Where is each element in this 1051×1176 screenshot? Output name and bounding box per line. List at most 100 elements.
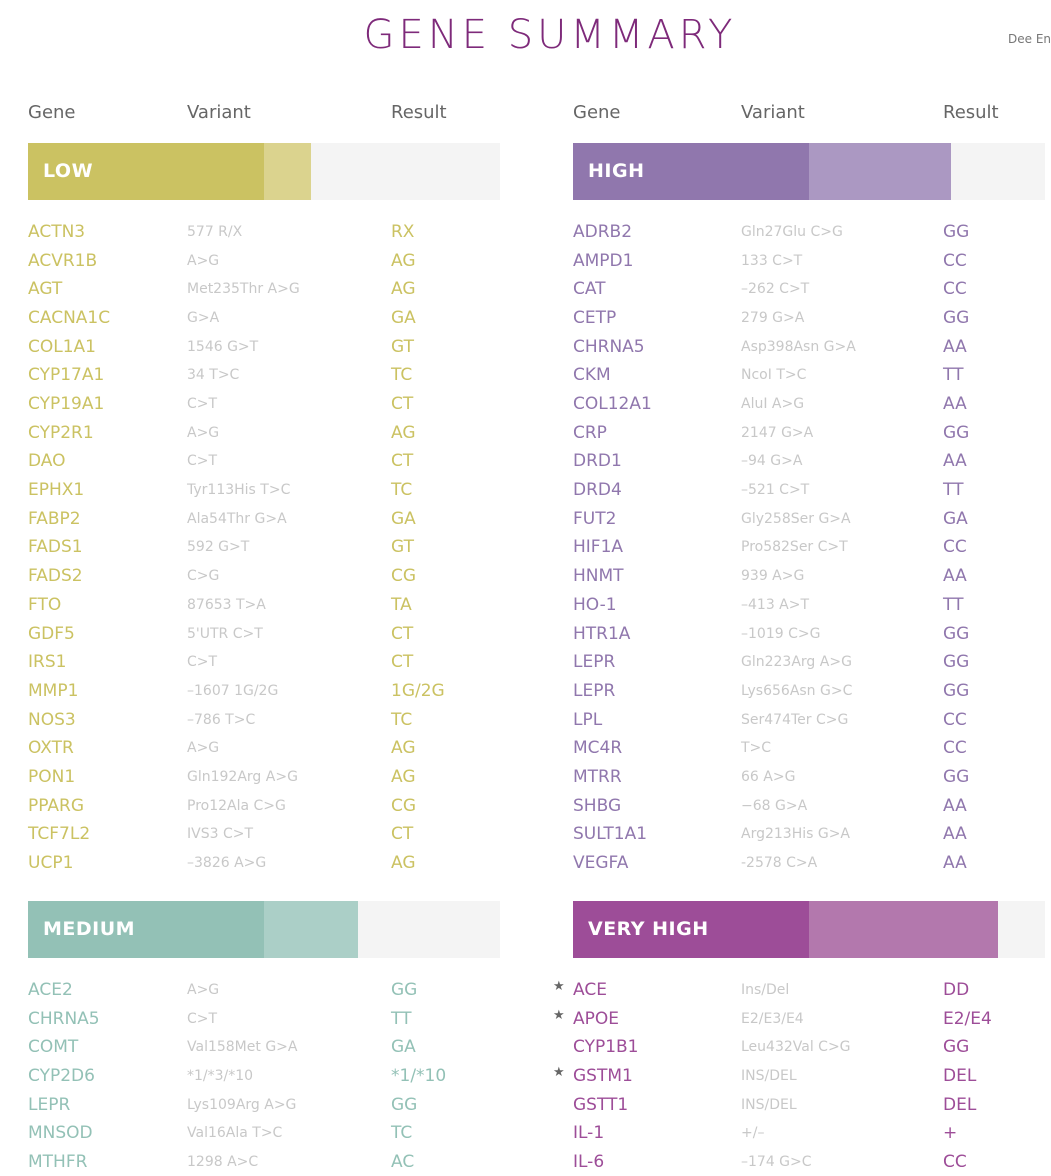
result: GG — [943, 422, 970, 443]
result: CC — [943, 279, 967, 300]
result: AA — [943, 336, 967, 357]
gene-name: MC4R — [573, 738, 623, 759]
variant: C>T — [187, 1010, 218, 1027]
banner-label: VERY HIGH — [588, 918, 709, 940]
gene-name: GSTT1 — [573, 1094, 629, 1115]
gene-name: COL1A1 — [28, 336, 96, 357]
variant: 939 A>G — [741, 568, 805, 585]
header-variant: Variant — [741, 102, 805, 123]
variant: 592 G>T — [187, 539, 250, 556]
gene-name: DAO — [28, 451, 66, 472]
result: GA — [391, 508, 416, 529]
result: CC — [943, 738, 967, 759]
variant: G>A — [187, 310, 220, 327]
gene-name: CHRNA5 — [28, 1008, 100, 1029]
result: *1/*10 — [391, 1066, 447, 1087]
result: GG — [943, 766, 970, 787]
table-row: ADRB2 Gln27Glu C>G GG — [573, 218, 1045, 246]
variant: –262 C>T — [741, 281, 810, 298]
table-row: CYP2R1 A>G AG — [28, 419, 500, 447]
table-row: ★ GSTM1 INS/DEL DEL — [553, 1062, 1045, 1090]
table-row: IL-6 –174 G>C CC — [573, 1148, 1045, 1176]
table-row: AGT Met235Thr A>G AG — [28, 275, 500, 303]
variant: Met235Thr A>G — [187, 281, 300, 298]
result: TT — [943, 365, 964, 386]
variant: Ser474Ter C>G — [741, 711, 849, 728]
table-row: ACE2 A>G GG — [28, 976, 500, 1004]
result: AA — [943, 795, 967, 816]
variant: Gln223Arg A>G — [741, 654, 852, 671]
result: 1G/2G — [391, 680, 445, 701]
table-row: TCF7L2 IVS3 C>T CT — [28, 820, 500, 848]
gene-name: CYP2R1 — [28, 422, 94, 443]
table-row: FUT2 Gly258Ser G>A GA — [573, 505, 1045, 533]
variant: -2578 C>A — [741, 854, 818, 871]
author-name: Dee En — [1008, 32, 1051, 46]
header-result: Result — [943, 102, 999, 123]
table-row: HO-1 –413 A>T TT — [573, 591, 1045, 619]
variant: C>G — [187, 568, 220, 585]
result: GG — [943, 652, 970, 673]
result: GG — [943, 1037, 970, 1058]
variant: –786 T>C — [187, 711, 256, 728]
level-bar — [28, 901, 264, 958]
variant: 1546 G>T — [187, 338, 259, 355]
result: GG — [943, 623, 970, 644]
result: AA — [943, 566, 967, 587]
table-row: PPARG Pro12Ala C>G CG — [28, 792, 500, 820]
gene-name: ADRB2 — [573, 222, 633, 242]
header-gene: Gene — [28, 102, 76, 123]
result: CT — [391, 652, 414, 673]
gene-name: IRS1 — [28, 652, 67, 673]
table-row: ACVR1B A>G AG — [28, 247, 500, 275]
result: TT — [943, 480, 964, 501]
gene-name: LEPR — [573, 680, 616, 701]
variant: Val16Ala T>C — [187, 1125, 283, 1142]
table-row: COL12A1 AluI A>G AA — [573, 390, 1045, 418]
variant: Ala54Thr G>A — [187, 510, 287, 527]
gene-name: CETP — [573, 308, 617, 329]
gene-name: ACTN3 — [28, 222, 86, 242]
variant: 577 R/X — [187, 224, 243, 240]
variant: Lys656Asn G>C — [741, 682, 853, 699]
table-row: SHBG −68 G>A AA — [573, 792, 1045, 820]
variant: A>G — [187, 252, 220, 269]
variant: 66 A>G — [741, 768, 796, 785]
gene-name: DRD1 — [573, 451, 622, 472]
gene-name: ACE — [573, 980, 607, 1000]
variant: 2147 G>A — [741, 424, 814, 441]
table-row: IRS1 C>T CT — [28, 648, 500, 676]
gene-name: FABP2 — [28, 508, 81, 529]
result: CC — [943, 1152, 967, 1173]
table-row: MC4R T>C CC — [573, 734, 1045, 762]
result: TC — [391, 709, 413, 730]
table-row: SULT1A1 Arg213His G>A AA — [573, 820, 1045, 848]
gene-name: COL12A1 — [573, 394, 652, 415]
gene-name: FUT2 — [573, 508, 617, 529]
table-row: ACTN3 577 R/X RX — [28, 218, 500, 246]
variant: C>T — [187, 654, 218, 671]
table-row: ★ APOE E2/E3/E4 E2/E4 — [553, 1005, 1045, 1033]
table-row: CKM NcoI T>C TT — [573, 361, 1045, 389]
result: AA — [943, 824, 967, 845]
variant: INS/DEL — [741, 1068, 797, 1085]
banner-medium: MEDIUM — [28, 901, 500, 958]
table-row: CHRNA5 C>T TT — [28, 1005, 500, 1033]
gene-name: HO-1 — [573, 594, 617, 615]
table-row: DRD1 –94 G>A AA — [573, 447, 1045, 475]
result: RX — [391, 222, 415, 242]
table-row: CYP2D6 *1/*3/*10 *1/*10 — [28, 1062, 500, 1090]
variant: A>G — [187, 424, 220, 441]
table-row: CETP 279 G>A GG — [573, 304, 1045, 332]
result: GG — [943, 308, 970, 329]
gene-name: APOE — [573, 1008, 620, 1029]
variant: –1019 C>G — [741, 625, 821, 642]
result: AC — [391, 1152, 415, 1173]
variant: Arg213His G>A — [741, 826, 851, 843]
variant: 5'UTR C>T — [187, 625, 263, 642]
star-icon: ★ — [553, 979, 565, 994]
variant: C>T — [187, 453, 218, 470]
result: CT — [391, 824, 414, 845]
table-row: OXTR A>G AG — [28, 734, 500, 762]
variant: Leu432Val C>G — [741, 1039, 851, 1056]
